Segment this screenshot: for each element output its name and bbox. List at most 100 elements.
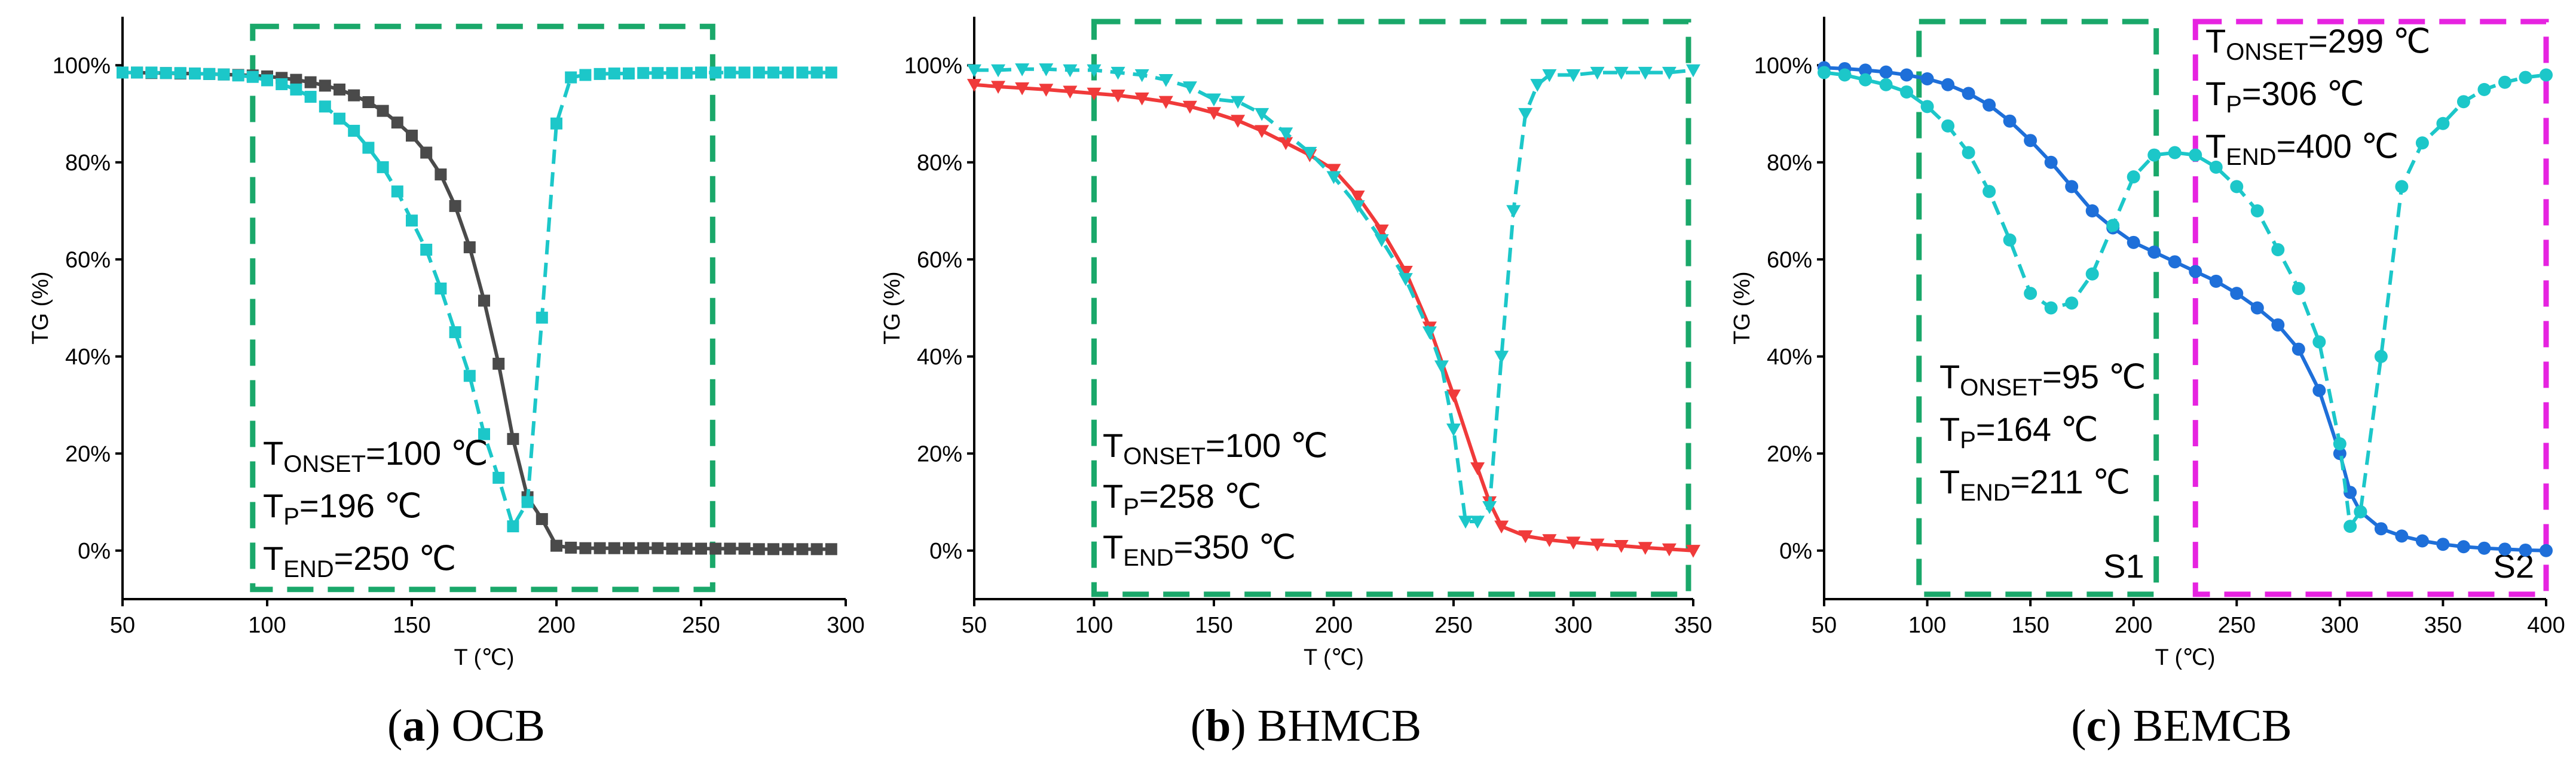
data-point xyxy=(2024,287,2037,300)
data-point xyxy=(695,542,707,555)
data-point xyxy=(2230,287,2244,300)
data-point xyxy=(1182,81,1197,94)
data-point xyxy=(738,542,751,555)
data-point xyxy=(348,124,360,137)
data-point xyxy=(478,294,490,307)
data-point xyxy=(724,542,736,555)
data-point xyxy=(666,67,678,79)
data-point xyxy=(1374,234,1389,247)
data-point xyxy=(2498,542,2511,556)
data-point xyxy=(767,66,779,79)
x-tick-label: 100 xyxy=(1075,613,1113,638)
data-point xyxy=(2106,219,2120,232)
data-point xyxy=(1015,63,1030,76)
data-point xyxy=(1039,84,1054,97)
series-line-dtg xyxy=(1824,70,2547,532)
y-tick-label: 80% xyxy=(65,151,111,176)
data-point xyxy=(304,76,317,88)
data-point xyxy=(782,543,794,556)
data-point xyxy=(1614,66,1629,80)
data-point xyxy=(131,66,143,79)
data-point xyxy=(623,542,635,554)
data-point xyxy=(362,96,375,108)
data-point xyxy=(2065,180,2079,194)
data-point xyxy=(304,91,317,103)
data-point xyxy=(507,520,519,533)
data-point xyxy=(1326,171,1341,185)
data-point xyxy=(1158,96,1173,109)
data-point xyxy=(2065,296,2079,310)
data-point xyxy=(435,168,447,181)
data-point xyxy=(2003,114,2017,128)
data-point xyxy=(2374,349,2388,363)
y-tick-label: 20% xyxy=(1767,441,1812,467)
data-point xyxy=(1518,108,1533,121)
data-point xyxy=(492,357,505,370)
data-point xyxy=(1434,360,1449,373)
data-point xyxy=(507,432,519,445)
data-point xyxy=(1231,96,1246,109)
data-point xyxy=(2540,68,2553,82)
data-point xyxy=(651,67,664,79)
region-box-0 xyxy=(1091,19,1691,597)
data-point xyxy=(680,542,693,555)
y-tick-label: 0% xyxy=(929,539,962,564)
data-point xyxy=(435,283,447,294)
data-point xyxy=(174,67,186,79)
data-point xyxy=(2312,335,2326,349)
data-point xyxy=(1859,63,1873,77)
x-tick-label: 150 xyxy=(2011,613,2049,638)
data-point xyxy=(2127,170,2140,184)
data-point xyxy=(246,70,259,83)
anno-end: TEND=250 ℃ xyxy=(263,539,456,582)
data-point xyxy=(1207,107,1221,120)
series-line-tg xyxy=(123,70,831,551)
caption-a: (a) OCB xyxy=(387,701,545,751)
data-point xyxy=(550,117,562,130)
data-point xyxy=(1941,119,1955,133)
x-tick-label: 400 xyxy=(2527,613,2565,638)
data-point xyxy=(160,67,172,79)
data-point xyxy=(362,142,375,154)
y-tick-label: 20% xyxy=(917,441,962,467)
data-point xyxy=(593,542,606,554)
data-point xyxy=(1278,127,1293,140)
data-point xyxy=(1638,542,1653,555)
data-point xyxy=(1542,69,1557,82)
data-point xyxy=(391,116,403,129)
data-point xyxy=(1087,64,1102,78)
data-point xyxy=(1458,516,1473,529)
data-point xyxy=(1063,64,1078,78)
y-tick-label: 40% xyxy=(917,345,962,370)
data-point xyxy=(1686,64,1700,78)
y-tick-label: 80% xyxy=(917,151,962,176)
data-point xyxy=(2168,255,2182,269)
anno-s1-peak: TP=164 ℃ xyxy=(1939,410,2098,453)
series-line-dtg xyxy=(974,67,1694,523)
x-tick-label: 350 xyxy=(1674,613,1712,638)
data-point xyxy=(2415,534,2429,548)
data-point xyxy=(1920,100,1934,113)
data-point xyxy=(2250,301,2264,315)
data-point xyxy=(1446,389,1461,403)
data-point xyxy=(463,370,476,382)
data-point xyxy=(1470,462,1485,475)
data-point xyxy=(2147,148,2161,162)
y-tick-label: 100% xyxy=(53,53,111,78)
data-point xyxy=(2209,160,2223,174)
data-point xyxy=(752,543,765,556)
data-point xyxy=(565,71,577,84)
data-point xyxy=(203,67,216,80)
data-point xyxy=(1686,545,1700,558)
y-tick-label: 100% xyxy=(904,53,962,78)
data-point xyxy=(232,69,244,82)
data-point xyxy=(1900,68,1914,82)
data-point xyxy=(767,543,779,556)
caption-b: (b) BHMCB xyxy=(1191,701,1421,751)
data-point xyxy=(1087,87,1102,101)
x-axis-title: T (℃) xyxy=(2155,645,2215,670)
data-point xyxy=(1590,66,1605,80)
data-point xyxy=(1255,125,1269,138)
y-tick-label: 40% xyxy=(65,345,111,370)
x-tick-label: 350 xyxy=(2424,613,2462,638)
